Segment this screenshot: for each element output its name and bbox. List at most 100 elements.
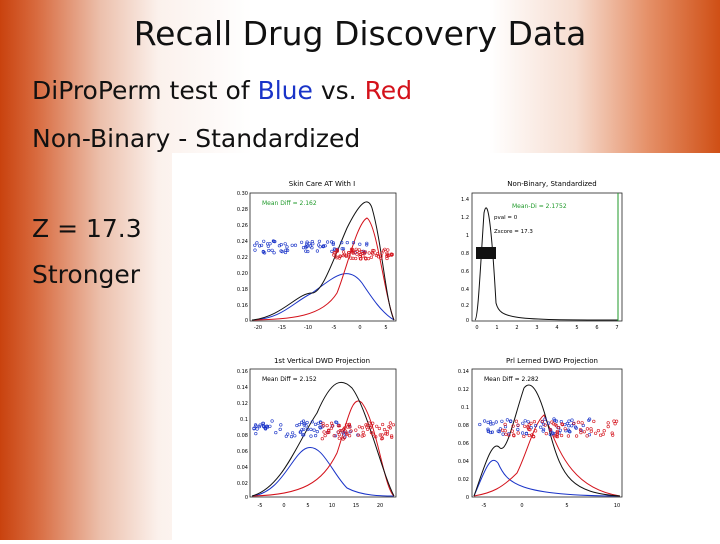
- blue-projection-point: [494, 420, 498, 424]
- red-projection-point: [602, 429, 606, 433]
- red-projection-point: [601, 432, 605, 436]
- red-projection-point: [355, 252, 359, 256]
- svg-text:2: 2: [515, 325, 518, 331]
- panel3-axes: [249, 368, 397, 498]
- panel2-zscore: Zscore = 17.3: [494, 229, 533, 235]
- blue-projection-point: [302, 427, 306, 431]
- blue-projection-point: [266, 244, 270, 248]
- red-projection-point: [540, 419, 545, 423]
- svg-text:1: 1: [495, 325, 498, 331]
- blue-projection-point: [312, 428, 316, 432]
- svg-text:0.06: 0.06: [458, 441, 469, 447]
- red-projection-point: [553, 423, 557, 427]
- svg-text:10: 10: [614, 503, 620, 509]
- red-projection-point: [367, 421, 371, 425]
- red-projection-point: [563, 427, 567, 431]
- blue-projection-point: [308, 244, 312, 248]
- blue-projection-point: [488, 420, 493, 424]
- red-projection-point: [350, 248, 354, 253]
- svg-text:0.1: 0.1: [461, 405, 469, 411]
- blue-projection-point: [521, 421, 525, 425]
- red-projection-point: [555, 431, 559, 435]
- svg-text:-15: -15: [278, 325, 286, 331]
- red-projection-point: [320, 437, 324, 441]
- panel4-jitter-points: [478, 417, 619, 439]
- svg-text:0: 0: [466, 495, 469, 501]
- panel2-axes: [471, 192, 623, 322]
- blue-projection-point: [326, 240, 330, 244]
- svg-text:0: 0: [466, 318, 469, 324]
- blue-projection-point: [305, 242, 309, 246]
- red-projection-point: [372, 249, 376, 253]
- svg-text:0: 0: [358, 325, 361, 331]
- blue-projection-point: [340, 240, 344, 245]
- red-projection-point: [390, 253, 394, 257]
- red-projection-point: [357, 248, 361, 252]
- svg-text:1: 1: [466, 233, 469, 239]
- panel-nonbinary-standardized: Non-Binary, Standardized Mean-Di = 2.175…: [461, 180, 623, 331]
- blue-projection-point: [302, 423, 306, 427]
- blue-projection-point: [272, 251, 276, 255]
- red-projection-point: [507, 433, 511, 437]
- red-projection-point: [503, 429, 507, 433]
- blue-projection-point: [301, 433, 305, 437]
- red-projection-point: [527, 433, 531, 438]
- panel3-legend: Mean Diff = 2.152: [262, 376, 317, 383]
- red-projection-point: [374, 435, 378, 439]
- blue-projection-point: [271, 239, 275, 243]
- blue-projection-point: [261, 421, 265, 425]
- blue-projection-point: [279, 249, 283, 253]
- panel2-legend: Mean-Di = 2.1752: [512, 203, 567, 210]
- red-projection-point: [354, 256, 358, 261]
- blue-projection-point: [523, 419, 527, 423]
- blue-projection-point: [564, 429, 568, 433]
- red-projection-point: [334, 254, 338, 258]
- blue-projection-point: [311, 242, 315, 246]
- red-projection-point: [349, 256, 353, 260]
- blue-projection-point: [300, 428, 304, 432]
- red-projection-point: [343, 426, 347, 430]
- blue-projection-point: [567, 419, 571, 423]
- blue-projection-point: [318, 426, 322, 430]
- red-projection-point: [560, 423, 565, 427]
- red-projection-point: [555, 432, 560, 436]
- red-projection-point: [391, 423, 395, 427]
- red-projection-point: [346, 425, 350, 429]
- blue-projection-point: [321, 244, 325, 249]
- red-projection-point: [358, 252, 362, 257]
- red-projection-point: [332, 251, 336, 255]
- svg-text:0.30: 0.30: [237, 191, 248, 197]
- red-projection-point: [578, 428, 583, 432]
- red-projection-point: [599, 433, 603, 437]
- svg-text:0.20: 0.20: [237, 271, 248, 277]
- blue-projection-point: [252, 426, 256, 430]
- red-projection-point: [534, 429, 538, 433]
- blue-projection-point: [496, 429, 500, 433]
- blue-projection-point: [290, 243, 294, 247]
- panel2-pval: pval = 0: [494, 215, 518, 221]
- svg-text:0.28: 0.28: [237, 207, 248, 213]
- blue-projection-point: [268, 242, 272, 246]
- blue-projection-point: [314, 434, 318, 438]
- panel4-black-curve: [473, 384, 621, 497]
- blue-projection-point: [543, 417, 547, 421]
- red-projection-point: [344, 429, 348, 433]
- red-projection-point: [322, 430, 326, 434]
- red-projection-point: [611, 433, 615, 437]
- red-projection-point: [579, 431, 583, 435]
- red-projection-point: [379, 254, 383, 258]
- panel-first-dwd: 1st Vertical DWD Projection Mean Diff = …: [237, 357, 397, 509]
- red-projection-point: [580, 421, 584, 425]
- svg-text:0.02: 0.02: [458, 477, 469, 483]
- red-projection-point: [337, 433, 341, 437]
- svg-text:0.14: 0.14: [458, 369, 469, 375]
- blue-projection-point: [285, 248, 290, 252]
- red-projection-point: [501, 428, 505, 432]
- blue-projection-point: [505, 418, 510, 422]
- svg-text:10: 10: [329, 503, 335, 509]
- red-projection-point: [381, 422, 385, 427]
- svg-text:0.04: 0.04: [458, 459, 469, 465]
- svg-text:6: 6: [595, 325, 598, 331]
- blue-projection-point: [259, 243, 264, 247]
- red-projection-point: [606, 421, 610, 425]
